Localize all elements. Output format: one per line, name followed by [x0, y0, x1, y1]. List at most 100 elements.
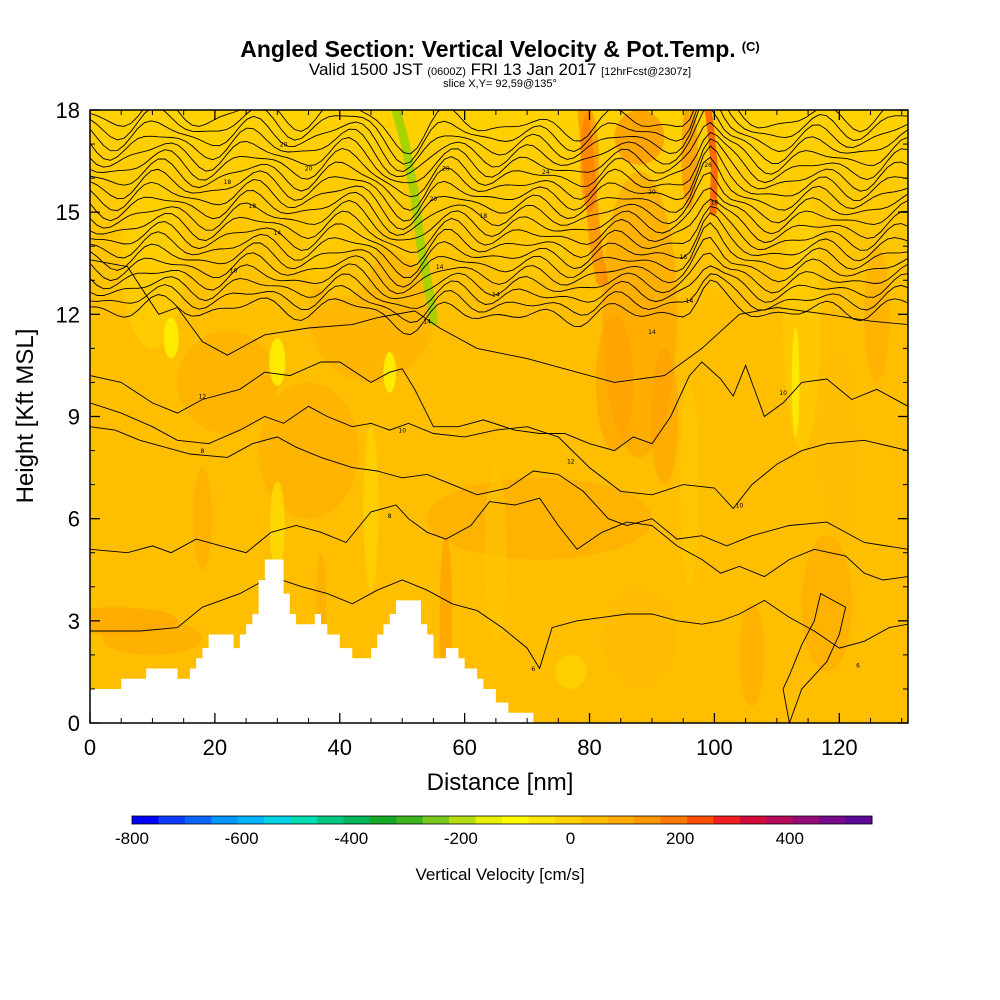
- velocity-cell: [820, 348, 859, 553]
- theta-contour-label: 24: [542, 169, 550, 176]
- theta-contour-upper: [90, 110, 908, 178]
- velocity-cell: [801, 535, 852, 672]
- theta-contour-labels: 20 20 18 18 14 16 20 20 18 14 14 14 24 26 20 18 16 14 14 12…: [199, 142, 861, 673]
- colorbar-swatch: [528, 816, 556, 824]
- colorbar-swatch: [317, 816, 344, 824]
- colorbar-swatch: [554, 816, 582, 824]
- theta-contour-upper: [90, 212, 908, 278]
- theta-contour-upper: [90, 121, 908, 184]
- theta-contour-upper: [90, 110, 908, 172]
- velocity-cell: [739, 603, 765, 706]
- velocity-cell: [484, 467, 508, 638]
- theta-contour-label: 10: [779, 390, 787, 397]
- colorbar-tick-label: -200: [444, 829, 478, 848]
- theta-contour-label: 20: [430, 196, 438, 203]
- theta-contour-upper: [90, 205, 908, 268]
- velocity-cell: [177, 331, 278, 434]
- colorbar: -800 -600 -400 -200 0 200 400: [115, 815, 873, 848]
- velocity-cell: [258, 382, 359, 519]
- colorbar-tick-label: 400: [776, 829, 804, 848]
- y-tick-label: 15: [56, 200, 80, 225]
- velocity-cell: [783, 178, 821, 451]
- chart-title-unit-tag: (C): [741, 39, 760, 54]
- theta-contour-lower: [90, 497, 908, 581]
- theta-contour-label: 6: [856, 663, 860, 670]
- theta-contour-upper: [90, 236, 908, 295]
- valid-prefix: Valid 1500 JST: [308, 60, 423, 79]
- theta-contour-label: 8: [388, 513, 392, 520]
- colorbar-tick-label: 0: [566, 829, 575, 848]
- theta-contour-label: 20: [305, 165, 313, 172]
- theta-contour-upper: [90, 110, 884, 155]
- theta-contour-upper: [90, 172, 908, 236]
- theta-contour-upper: [90, 145, 908, 222]
- colorbar-tick-label: -800: [115, 829, 149, 848]
- theta-contour-upper: [90, 156, 908, 230]
- velocity-cell: [363, 426, 379, 591]
- theta-contour-upper: [90, 265, 908, 309]
- x-tick-label: 120: [821, 735, 858, 760]
- colorbar-title: Vertical Velocity [cm/s]: [415, 865, 584, 884]
- colorbar-swatch: [158, 816, 186, 824]
- colorbar-swatch: [845, 816, 873, 824]
- colorbar-swatch: [713, 816, 741, 824]
- theta-contour-label: 20: [280, 142, 288, 149]
- theta-contour-label: 6: [531, 666, 535, 673]
- x-tick-label: 20: [203, 735, 227, 760]
- velocity-streak: [577, 110, 609, 287]
- theta-contour-upper: [90, 187, 908, 241]
- colorbar-swatch: [343, 816, 371, 824]
- theta-contour-upper: [90, 252, 908, 300]
- colorbar-swatch: [687, 816, 714, 824]
- colorbar-swatch: [739, 816, 767, 824]
- theta-contour-label: 18: [711, 199, 719, 206]
- velocity-streak: [391, 110, 438, 326]
- colorbar-tick-label: -400: [334, 829, 368, 848]
- y-tick-label: 3: [68, 609, 80, 634]
- velocity-cell: [302, 195, 378, 298]
- velocity-cell: [791, 327, 800, 437]
- colorbar-swatch: [581, 816, 609, 824]
- colorbar-swatch: [634, 816, 662, 824]
- velocity-cell: [269, 481, 285, 570]
- colorbar-swatch: [819, 816, 847, 824]
- chart-subtitle-slice: slice X,Y= 92,59@135°: [443, 78, 557, 90]
- colorbar-tick-label: -600: [225, 829, 259, 848]
- theta-contour-upper: [90, 198, 908, 253]
- valid-date: FRI 13 Jan 2017: [470, 60, 597, 79]
- theta-contour-label: 20: [442, 165, 450, 172]
- theta-contour-label: 16: [230, 268, 238, 275]
- velocity-cell: [163, 317, 179, 359]
- colorbar-swatch: [475, 816, 503, 824]
- velocity-field: [90, 110, 890, 706]
- theta-contour-lower: [90, 259, 908, 383]
- theta-contour-upper: [90, 273, 908, 323]
- colorbar-swatch: [290, 816, 318, 824]
- colorbar-swatch: [660, 816, 688, 824]
- velocity-cell: [751, 110, 790, 213]
- velocity-streak: [704, 110, 718, 216]
- velocity-cell: [864, 246, 890, 383]
- velocity-cell: [680, 382, 699, 587]
- theta-contour-label: 14: [274, 230, 282, 237]
- theta-contour-lower: [90, 402, 908, 510]
- colorbar-swatch: [792, 816, 820, 824]
- theta-contour-label: 18: [249, 203, 257, 210]
- velocity-cell: [102, 620, 203, 655]
- colorbar-frame: [131, 815, 873, 825]
- theta-contour-lower: [90, 426, 908, 550]
- theta-contour-label: 14: [436, 264, 444, 271]
- x-tick-label: 0: [84, 735, 96, 760]
- x-tick-label: 80: [577, 735, 601, 760]
- theta-contour-upper: [90, 222, 908, 288]
- theta-contour-label: 18: [224, 179, 232, 186]
- colorbar-swatch: [607, 816, 635, 824]
- chart-subtitle-valid: Valid 1500 JST (0600Z) FRI 13 Jan 2017 […: [0, 60, 1000, 80]
- velocity-cell: [121, 178, 184, 349]
- theta-contour-label: 18: [480, 213, 488, 220]
- velocity-cell: [269, 338, 286, 386]
- axes: 0 20 40 60 80 100 120 0 3 6 9 12 15 18: [56, 98, 908, 760]
- theta-contour-label: 14: [492, 291, 500, 298]
- velocity-cell: [602, 586, 677, 689]
- plot-area: 20 20 18 18 14 16 20 20 18 14 14 14 24 26 20 18 16 14 14 12…: [90, 110, 908, 723]
